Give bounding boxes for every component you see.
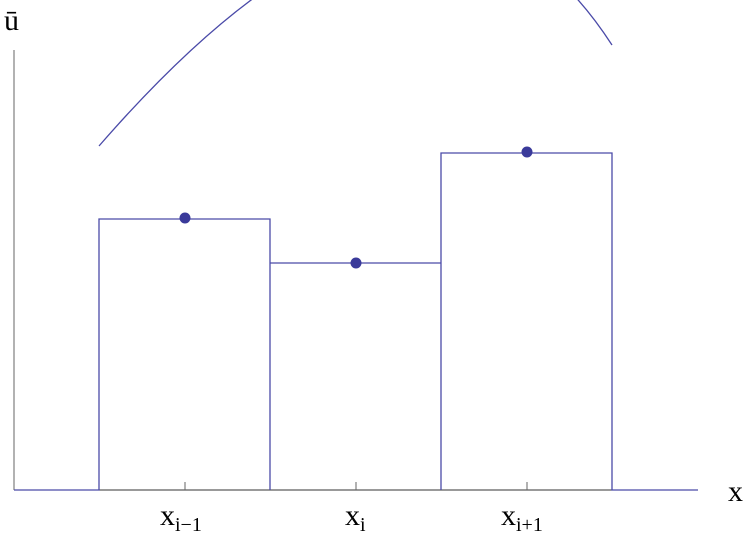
tick-label: xi−1: [160, 499, 202, 534]
point: [179, 212, 191, 224]
tick-base: x: [345, 499, 360, 532]
y-axis-label: ū: [4, 4, 19, 37]
tick-base: x: [160, 499, 175, 532]
reconstruction-curve: [98, 0, 613, 147]
tick-subscript: i−1: [175, 514, 202, 534]
x-axis-label: x: [728, 475, 743, 508]
tick-subscript: i+1: [516, 514, 543, 534]
tick-base: x: [501, 499, 516, 532]
tick-label: xi: [345, 499, 366, 534]
point: [350, 257, 362, 269]
tick-label: xi+1: [501, 499, 543, 534]
cell-averages: [14, 152, 698, 491]
point: [521, 146, 533, 158]
tick-subscript: i: [360, 514, 366, 534]
